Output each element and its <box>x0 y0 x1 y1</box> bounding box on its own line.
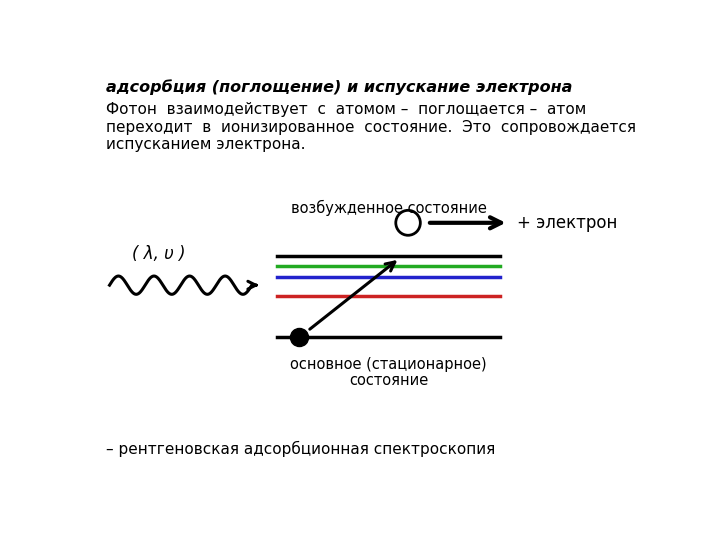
Text: ( λ, υ ): ( λ, υ ) <box>132 245 185 263</box>
Text: – рентгеновская адсорбционная спектроскопия: – рентгеновская адсорбционная спектроско… <box>106 441 495 457</box>
Text: Фотон  взаимодействует  с  атомом –  поглощается –  атом: Фотон взаимодействует с атомом – поглоща… <box>106 102 586 117</box>
Text: + электрон: + электрон <box>517 214 617 232</box>
Text: испусканием электрона.: испусканием электрона. <box>106 137 305 152</box>
Text: возбужденное состояние: возбужденное состояние <box>291 200 487 217</box>
Text: переходит  в  ионизированное  состояние.  Это  сопровождается: переходит в ионизированное состояние. Эт… <box>106 120 636 134</box>
Text: адсорбция (поглощение) и испускание электрона: адсорбция (поглощение) и испускание элек… <box>106 79 572 95</box>
Text: основное (стационарное): основное (стационарное) <box>290 357 487 372</box>
Text: состояние: состояние <box>349 373 428 388</box>
